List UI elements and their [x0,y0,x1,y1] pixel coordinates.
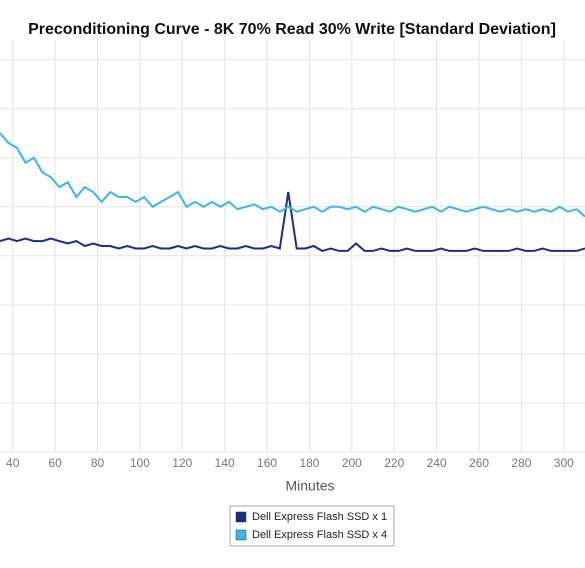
x-axis-label: Minutes [285,478,334,494]
legend-swatch [235,511,247,523]
legend-label: Dell Express Flash SSD x 4 [252,529,387,541]
series-line [0,132,585,218]
x-tick-label: 200 [342,456,362,470]
x-tick-label: 280 [511,456,531,470]
legend-label: Dell Express Flash SSD x 1 [252,511,387,523]
x-tick-label: 240 [427,456,447,470]
x-tick-label: 300 [554,456,574,470]
x-tick-label: 180 [299,456,319,470]
chart-title: Preconditioning Curve - 8K 70% Read 30% … [28,21,556,38]
legend-swatch [235,529,247,541]
x-tick-label: 260 [469,456,489,470]
x-tick-label: 220 [384,456,404,470]
x-tick-label: 80 [91,456,105,470]
series-line [0,191,585,252]
x-tick-label: 40 [6,456,20,470]
x-tick-label: 100 [130,456,150,470]
x-tick-label: 120 [172,456,192,470]
x-tick-label: 60 [48,456,62,470]
legend-box [229,505,395,547]
x-tick-label: 160 [257,456,277,470]
x-tick-label: 140 [215,456,235,470]
